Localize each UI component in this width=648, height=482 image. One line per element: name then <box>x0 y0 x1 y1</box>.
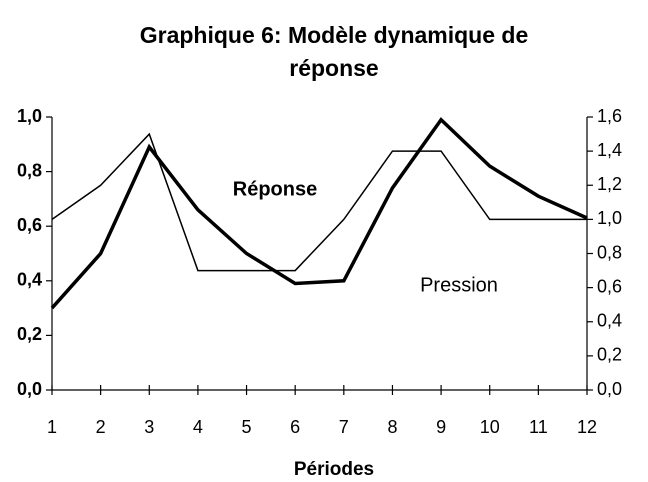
x-axis-title: Périodes <box>294 459 374 480</box>
x-tick-label: 1 <box>47 417 57 437</box>
y-tick-label: 1,0 <box>17 106 42 126</box>
y2-tick-label: 0,6 <box>597 276 622 296</box>
x-tick-label: 9 <box>436 417 446 437</box>
y2-tick-label: 0,2 <box>597 345 622 365</box>
x-tick-label: 6 <box>290 417 300 437</box>
x-tick-label: 12 <box>577 417 597 437</box>
line-series <box>51 132 587 272</box>
y2-tick-label: 0,0 <box>597 379 622 399</box>
x-tick-label: 5 <box>242 417 252 437</box>
y2-tick-label: 1,4 <box>597 140 622 160</box>
y-tick-label: 0,2 <box>17 324 42 344</box>
y-tick-label: 0,4 <box>17 270 42 290</box>
y2-tick-label: 1,0 <box>597 208 622 228</box>
line-series <box>50 117 588 310</box>
chart-title: Graphique 6: Modèle dynamique de réponse <box>140 22 529 81</box>
x-tick-label: 10 <box>480 417 500 437</box>
y2-tick-label: 1,6 <box>597 106 622 126</box>
y-tick-label: 0,6 <box>17 215 42 235</box>
x-tick-label: 4 <box>193 417 203 437</box>
x-tick-label: 8 <box>387 417 397 437</box>
y2-tick-label: 1,2 <box>597 174 622 194</box>
y2-tick-label: 0,8 <box>597 242 622 262</box>
x-tick-label: 7 <box>339 417 349 437</box>
x-tick-label: 2 <box>96 417 106 437</box>
series-label: Réponse <box>233 178 317 200</box>
y2-tick-label: 0,4 <box>597 311 622 331</box>
series-label: Pression <box>420 274 498 296</box>
y-tick-label: 0,8 <box>17 160 42 180</box>
x-tick-label: 3 <box>144 417 154 437</box>
x-tick-label: 11 <box>529 417 548 437</box>
y-tick-label: 0,0 <box>17 379 42 399</box>
